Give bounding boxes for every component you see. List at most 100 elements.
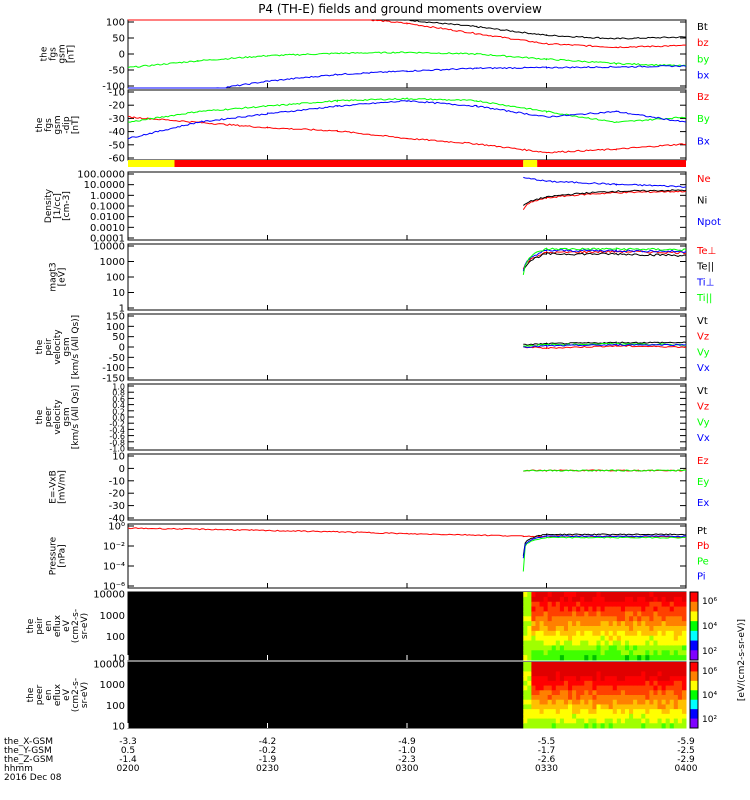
heatmap-cell: [616, 713, 622, 720]
heatmap-cell: [629, 655, 634, 661]
y-tick-label: -10: [109, 476, 125, 487]
heatmap-cell: [563, 630, 569, 637]
heatmap-cell: [641, 713, 646, 720]
heatmap-cell: [584, 626, 589, 632]
heatmap-cell: [653, 704, 659, 710]
legend-label: bz: [697, 38, 709, 49]
heatmap-cell: [523, 680, 528, 687]
heatmap-cell: [527, 723, 532, 729]
legend-label: Vz: [697, 332, 709, 343]
heatmap-cell: [523, 704, 528, 710]
heatmap-cell: [539, 650, 545, 656]
heatmap-cell: [596, 592, 602, 598]
colorbar-frame: [689, 661, 699, 729]
heatmap-cell: [641, 695, 646, 701]
panel-frame: [127, 243, 687, 311]
legend-label: Vy: [697, 347, 710, 358]
heatmap-cell: [555, 680, 561, 687]
heatmap-cell: [576, 671, 581, 677]
heatmap-cell: [669, 662, 675, 668]
heatmap-cell: [677, 718, 683, 724]
x-axis-row-label: hhmm: [4, 764, 33, 774]
heatmap-cell: [568, 611, 573, 617]
heatmap-cell: [657, 685, 663, 691]
heatmap-cell: [649, 704, 654, 710]
heatmap-cell: [677, 704, 683, 710]
panel-frame: [127, 453, 687, 521]
heatmap-cell: [612, 635, 618, 642]
heatmap-cell: [612, 630, 618, 637]
heatmap-cell: [559, 640, 565, 646]
heatmap-cell: [629, 685, 634, 691]
heatmap-cell: [596, 640, 602, 646]
heatmap-cell: [653, 640, 659, 646]
legend-label: Vy: [697, 417, 710, 428]
heatmap-cell: [612, 676, 618, 682]
heatmap-cell: [568, 621, 573, 627]
series-line-Vx: [523, 343, 687, 348]
heatmap-cell: [600, 635, 606, 642]
heatmap-cell: [592, 666, 597, 672]
heatmap-cell: [624, 718, 630, 724]
heatmap-cell: [559, 713, 565, 720]
heatmap-cell: [629, 621, 634, 627]
heatmap-cell: [547, 666, 553, 672]
heatmap-cell: [612, 626, 618, 632]
heatmap-cell: [624, 626, 630, 632]
heatmap-cell: [572, 606, 577, 612]
heatmap-cell: [661, 616, 667, 622]
heatmap-cell: [637, 596, 642, 603]
heatmap-cell: [580, 650, 585, 656]
heatmap-cell: [584, 666, 589, 672]
colorbar-tick-label: 10⁴: [702, 622, 717, 632]
heatmap-cell: [543, 699, 549, 705]
heatmap-cell: [649, 666, 654, 672]
heatmap-cell: [523, 611, 528, 617]
heatmap-cell: [596, 666, 602, 672]
heatmap-cell: [523, 662, 528, 668]
heatmap-cell: [568, 699, 573, 705]
heatmap-cell: [624, 645, 630, 651]
heatmap-cell: [535, 709, 541, 715]
heatmap-cell: [572, 671, 577, 677]
x-axis-row-value: -1.0: [398, 746, 416, 756]
heatmap-cell: [555, 655, 561, 661]
heatmap-cell: [629, 718, 634, 724]
heatmap-cell: [624, 704, 630, 710]
heatmap-cell: [563, 666, 569, 672]
heatmap-cell: [555, 699, 561, 705]
heatmap-cell: [568, 666, 573, 672]
heatmap-cell: [653, 676, 659, 682]
heatmap-cell: [596, 676, 602, 682]
heatmap-cell: [616, 676, 622, 682]
status-segment: [174, 160, 524, 167]
y-tick-label: -50: [109, 140, 125, 151]
heatmap-cell: [669, 680, 675, 687]
y-tick-label: 10000: [93, 242, 125, 253]
heatmap-cell: [584, 635, 589, 642]
heatmap-cell: [657, 713, 663, 720]
heatmap-cell: [547, 695, 553, 701]
heatmap-cell: [661, 718, 667, 724]
heatmap-cell: [572, 630, 577, 637]
heatmap-cell: [633, 662, 638, 668]
heatmap-cell: [604, 690, 610, 696]
heatmap-cell: [608, 723, 614, 729]
heatmap-cell: [584, 709, 589, 715]
heatmap-cell: [539, 723, 545, 729]
y-tick-label: 10: [112, 654, 125, 665]
heatmap-cell: [596, 709, 602, 715]
heatmap-cell: [649, 635, 654, 642]
heatmap-cell: [641, 709, 646, 715]
heatmap-cell: [669, 635, 675, 642]
heatmap-cell: [551, 630, 557, 637]
heatmap-cell: [568, 723, 573, 729]
heatmap-cell: [653, 645, 659, 651]
heatmap-cell: [629, 592, 634, 598]
heatmap-cell: [592, 606, 597, 612]
heatmap-cell: [580, 606, 585, 612]
heatmap-cell: [612, 713, 618, 720]
heatmap-cell: [563, 601, 569, 608]
colorbar-band: [690, 709, 698, 720]
heatmap-cell: [527, 650, 532, 656]
